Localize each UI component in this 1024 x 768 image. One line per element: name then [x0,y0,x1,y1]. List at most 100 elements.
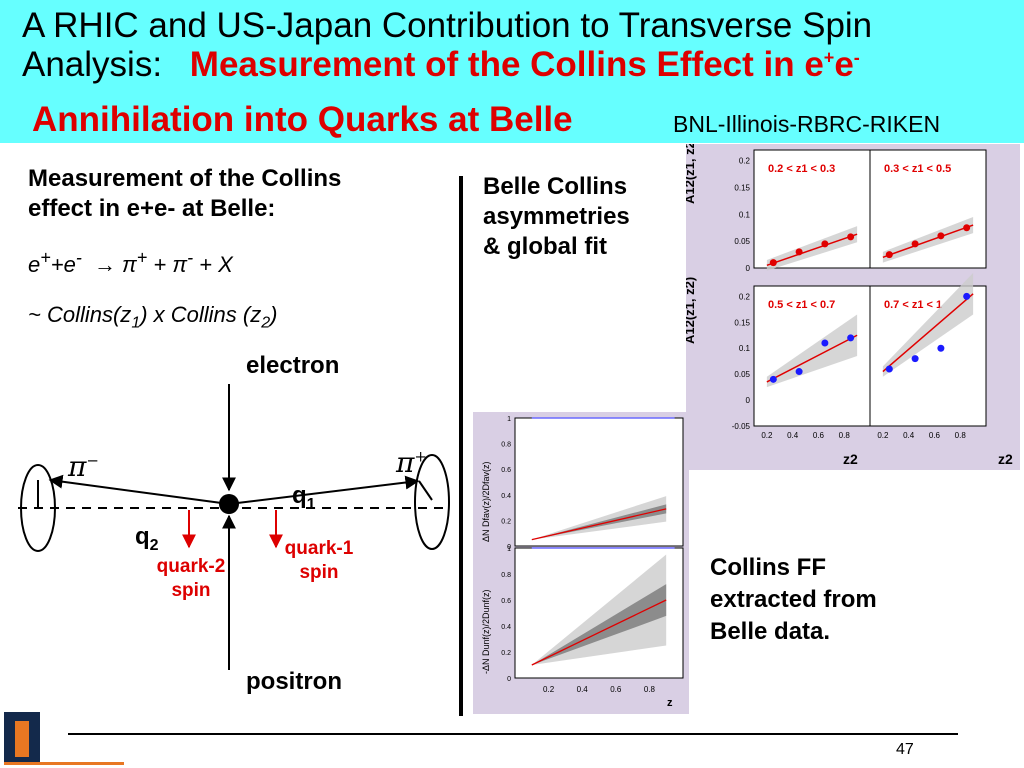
title-sup-minus: - [853,47,860,68]
a12-xtick-label: 0.8 [839,431,851,440]
left-heading: Measurement of the Collins effect in e+e… [28,164,341,224]
title-analysis: Analysis: [22,45,163,84]
q1-label: q1 [292,482,316,513]
a12-data-point [911,240,919,248]
ff-ytick-label: 0.8 [501,442,511,449]
ff-ytick-label: 0 [507,676,511,683]
left-heading-line-2: effect in e+e- at Belle: [28,195,276,222]
quark-2-spin-line: quark-2 [156,556,226,577]
reaction-equation: e++e- → π+ + π- + X [28,249,233,278]
a12-data-point [963,224,971,232]
collins-sub: 2 [261,314,271,332]
a12-ylabel-bottom: A12(z1, z2) [686,277,697,344]
a12-fit-line [766,233,858,267]
left-heading-line-1: Measurement of the Collins [28,165,342,192]
a12-ytick-label: 0.2 [739,157,751,166]
column-divider [459,176,463,716]
ff-xtick-label: 0.8 [644,685,656,694]
a12-data-point [847,334,855,342]
pi-plus-letter: π [396,446,415,479]
a12-uncertainty-band [882,273,974,377]
a12-panel-label: 0.5 < z1 < 0.7 [768,299,835,311]
a12-xtick-label: 0.4 [903,431,915,440]
a12-panel-label: 0.2 < z1 < 0.3 [768,163,835,175]
a12-data-point [937,344,945,352]
reaction-plus-e: +e [50,252,76,277]
arrow-icon: → [93,252,116,277]
a12-data-point [821,339,829,347]
quark-2-spin-line: spin [171,580,211,601]
collaboration-label: BNL-Illinois-RBRC-RIKEN [673,111,941,137]
a12-xlabel-left: z2 [843,451,858,467]
ff-ytick-label: 1 [507,546,511,553]
a12-ytick-label: 0.1 [739,210,751,219]
a12-uncertainty-band [766,226,858,271]
a12-data-point [769,259,777,267]
page-number: 47 [896,741,914,758]
pi-plus-track [228,475,420,505]
a12-ytick-label: 0 [746,396,751,405]
ff-ytick-label: 1 [507,416,511,423]
a12-ytick-label: -0.05 [732,422,751,431]
pi-minus-sup: − [86,451,99,470]
a12-xtick-label: 0.2 [761,431,773,440]
footer-rule [68,733,958,735]
pi-minus-track [48,474,230,505]
a12-data-point [795,368,803,376]
a12-fit-line [766,334,858,383]
a12-ytick-label: 0.05 [734,237,750,246]
reaction-sup: - [75,247,82,268]
title-sup-plus: + [823,47,835,68]
ff-central-curve [531,508,667,541]
quark-1-spin-line: quark-1 [284,538,354,559]
collins-mid: ) x Collins (z [140,302,262,327]
a12-ytick-label: 0.15 [734,184,750,193]
reaction-sup: + [136,247,148,268]
title-line-3: Annihilation into Quarks at Belle [32,100,573,139]
title-line-2: Analysis: Measurement of the Collins Eff… [22,45,860,84]
a12-data-point [769,375,777,383]
right-detector-ellipse [414,454,450,550]
ff-label-line: Belle data. [710,618,831,645]
ff-label-line: extracted from [710,586,877,613]
a12-data-point [847,233,855,241]
a12-xtick-label: 0.4 [787,431,799,440]
a12-data-point [937,232,945,240]
a12-data-point [885,365,893,373]
q1-letter: q [292,482,307,509]
positron-label: positron [246,668,342,695]
belle-label-line: Belle Collins [483,173,628,200]
belle-label-line: asymmetries [483,203,630,230]
scattering-diagram [18,384,450,670]
reaction-sup: - [187,247,194,268]
collins-product: ~ Collins(z1) x Collins (z2) [28,302,277,332]
a12-data-point [795,248,803,256]
quark-1-spin-label: quark-1 spin [268,537,370,585]
collins-sub: 1 [131,314,141,332]
ff-label-line: Collins FF [710,554,826,581]
reaction-pi: π [121,252,137,277]
ff-central-curve [531,599,667,666]
collins-ff-label: Collins FF extracted from Belle data. [710,552,877,648]
ff-ylabel-bottom: -ΔN Dunf(z)/2Dunf(z) [481,589,491,674]
q2-label: q2 [135,523,159,553]
ff-ytick-label: 0.6 [501,467,511,474]
a12-xtick-label: 0.2 [877,431,889,440]
collins-prefix: ~ Collins(z [28,302,132,327]
ff-ytick-label: 0.2 [501,518,511,525]
ff-ylabel-top: ΔN Dfav(z)/2Dfav(z) [481,461,491,542]
q1-sub: 1 [306,495,316,513]
a12-ytick-label: 0 [746,264,751,273]
a12-data-point [885,251,893,259]
a12-panel-label: 0.7 < z1 < 1 [884,299,942,311]
a12-fit-line [882,224,974,258]
belle-collins-label: Belle Collins asymmetries & global fit [483,172,630,262]
ff-ytick-label: 0 [507,544,511,551]
ff-xtick-label: 0.6 [610,685,622,694]
ff-ytick-label: 0.6 [501,598,511,605]
a12-data-point [911,355,919,363]
ff-xtick-label: 0.2 [543,685,555,694]
title-red-e: e [834,45,854,84]
a12-ytick-label: 0.15 [734,318,750,327]
quark-2-spin-label: quark-2 spin [140,555,242,603]
